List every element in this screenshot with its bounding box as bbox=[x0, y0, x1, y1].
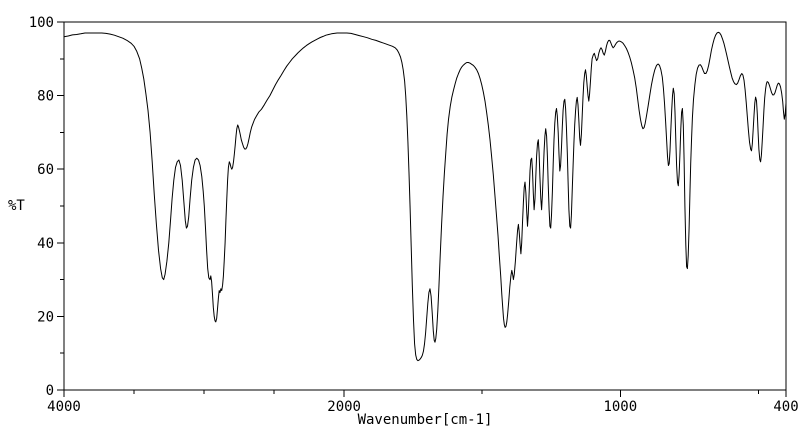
x-tick-label: 4000 bbox=[47, 399, 81, 415]
x-tick-label: 400 bbox=[773, 399, 798, 415]
x-axis-label: Wavenumber[cm-1] bbox=[357, 412, 493, 428]
y-tick-label: 100 bbox=[29, 15, 54, 31]
x-tick-label: 2000 bbox=[327, 399, 361, 415]
y-tick-label: 40 bbox=[37, 236, 54, 252]
y-tick-label: 0 bbox=[46, 383, 54, 399]
y-tick-label: 80 bbox=[37, 89, 54, 105]
y-axis-label: %T bbox=[8, 198, 25, 214]
y-tick-label: 60 bbox=[37, 162, 54, 178]
x-tick-label: 1000 bbox=[603, 399, 637, 415]
spectrum-trace bbox=[63, 31, 787, 362]
y-tick-label: 20 bbox=[37, 309, 54, 325]
